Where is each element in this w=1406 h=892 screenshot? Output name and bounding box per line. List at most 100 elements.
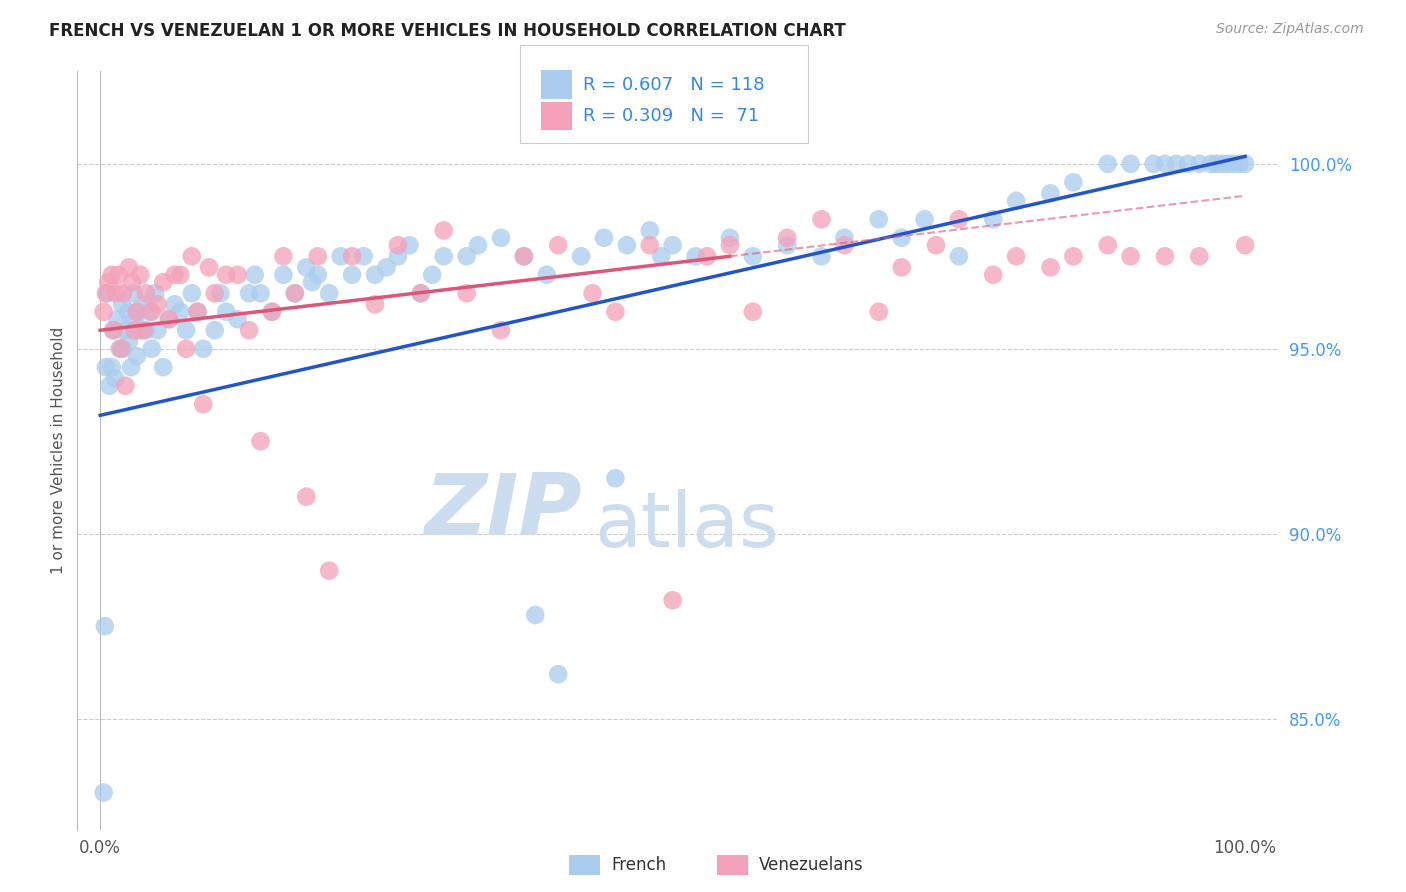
Point [295, 490, 318, 504]
Point [1166, 157, 1188, 171]
Point [638, 238, 661, 252]
Point [152, 360, 174, 375]
Point [1062, 249, 1084, 263]
Point [138, 305, 160, 319]
Point [180, 286, 202, 301]
Point [249, 286, 271, 301]
Point [307, 268, 329, 282]
Point [295, 260, 318, 275]
Point [340, 249, 363, 263]
Point [948, 212, 970, 227]
Point [489, 323, 512, 337]
Point [1177, 157, 1199, 171]
Point [127, 305, 149, 319]
Text: ZIP: ZIP [425, 469, 582, 553]
Point [1188, 249, 1211, 263]
Point [605, 471, 627, 485]
Text: Venezuelans: Venezuelans [759, 856, 863, 874]
Point [125, 305, 148, 319]
Point [169, 305, 191, 319]
Point [868, 212, 890, 227]
Point [180, 249, 202, 263]
Point [868, 305, 890, 319]
Point [981, 212, 1004, 227]
Point [129, 323, 152, 337]
Point [143, 286, 166, 301]
Point [141, 305, 163, 319]
Point [364, 268, 387, 282]
Point [638, 223, 661, 237]
Point [193, 342, 215, 356]
Point [157, 312, 180, 326]
Point [810, 212, 832, 227]
Point [718, 238, 741, 252]
Point [124, 312, 146, 326]
Point [387, 238, 409, 252]
Point [605, 305, 627, 319]
Point [104, 371, 127, 385]
Point [129, 268, 152, 282]
Point [131, 297, 153, 311]
Point [118, 334, 141, 349]
Text: R = 0.607   N = 118: R = 0.607 N = 118 [583, 76, 765, 94]
Point [193, 397, 215, 411]
Point [301, 275, 323, 289]
Point [948, 249, 970, 263]
Point [135, 323, 157, 337]
Point [93, 305, 115, 319]
Point [776, 231, 799, 245]
Point [1205, 157, 1227, 171]
Point [1211, 157, 1233, 171]
Point [1234, 157, 1257, 171]
Point [810, 249, 832, 263]
Point [1216, 157, 1239, 171]
Point [112, 286, 135, 301]
Point [110, 342, 132, 356]
Point [146, 323, 169, 337]
Point [163, 268, 186, 282]
Point [1154, 157, 1177, 171]
Point [98, 378, 121, 392]
Point [132, 323, 155, 337]
Point [1154, 249, 1177, 263]
Text: French: French [612, 856, 666, 874]
Text: R = 0.309   N =  71: R = 0.309 N = 71 [583, 107, 759, 125]
Point [1119, 157, 1142, 171]
Point [238, 286, 260, 301]
Point [114, 378, 136, 392]
Point [215, 268, 238, 282]
Point [1005, 194, 1028, 208]
Point [114, 323, 136, 337]
Point [107, 312, 129, 326]
Text: FRENCH VS VENEZUELAN 1 OR MORE VEHICLES IN HOUSEHOLD CORRELATION CHART: FRENCH VS VENEZUELAN 1 OR MORE VEHICLES … [49, 22, 846, 40]
Point [186, 305, 209, 319]
Point [1039, 186, 1062, 201]
Point [1119, 249, 1142, 263]
Point [340, 268, 363, 282]
Point [100, 360, 122, 375]
Point [1188, 157, 1211, 171]
Point [107, 268, 129, 282]
Point [249, 434, 271, 449]
Point [101, 323, 124, 337]
Point [94, 360, 117, 375]
Point [409, 286, 432, 301]
Point [105, 286, 128, 301]
Point [387, 249, 409, 263]
Point [364, 297, 387, 311]
Point [94, 286, 117, 301]
Point [685, 249, 707, 263]
Y-axis label: 1 or more Vehicles in Household: 1 or more Vehicles in Household [51, 326, 66, 574]
Point [547, 238, 569, 252]
Point [1039, 260, 1062, 275]
Point [1229, 157, 1251, 171]
Point [238, 323, 260, 337]
Point [307, 249, 329, 263]
Point [318, 286, 340, 301]
Point [398, 238, 420, 252]
Point [741, 305, 763, 319]
Point [1199, 157, 1222, 171]
Point [536, 268, 558, 282]
Point [226, 312, 249, 326]
Point [420, 268, 443, 282]
